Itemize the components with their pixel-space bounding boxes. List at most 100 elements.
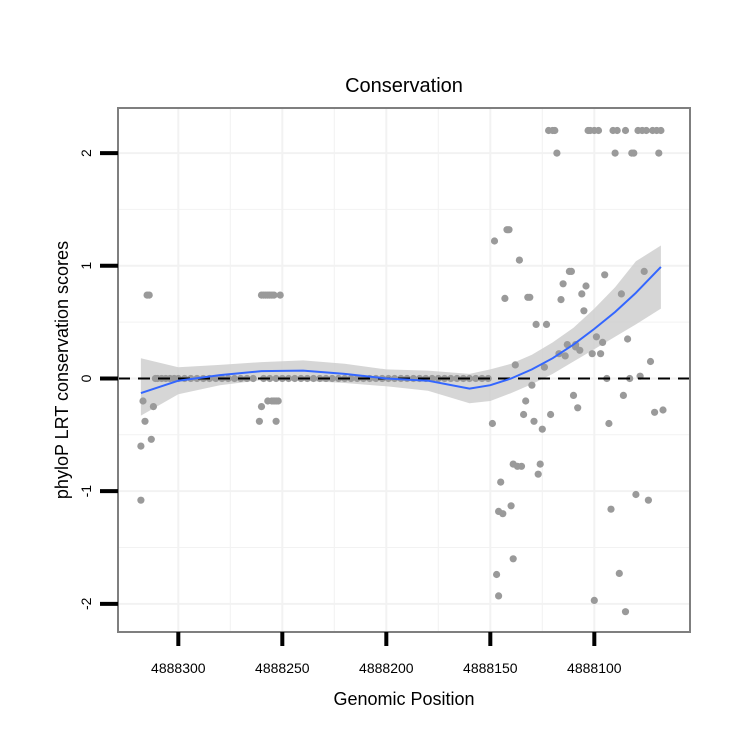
data-point (607, 505, 615, 513)
chart-title: Conservation (345, 75, 463, 97)
data-point (621, 126, 630, 135)
data-point (530, 417, 538, 425)
data-point (624, 335, 632, 343)
data-point (272, 374, 280, 383)
data-point (137, 442, 145, 450)
data-point (274, 397, 282, 405)
data-point (594, 126, 603, 135)
data-point (447, 374, 455, 383)
data-point (561, 352, 569, 360)
x-tick-label: 4888150 (463, 660, 518, 676)
y-tick-label: 0 (78, 374, 94, 382)
data-point (499, 510, 507, 518)
data-point (534, 470, 542, 478)
data-point (551, 126, 559, 135)
data-point (147, 435, 155, 443)
data-point (557, 296, 565, 304)
data-point (276, 291, 284, 299)
data-point (613, 126, 621, 135)
data-point (659, 406, 667, 414)
data-point (249, 374, 257, 383)
data-point (597, 350, 605, 358)
x-axis-label: Genomic Position (333, 689, 474, 709)
data-point (576, 346, 584, 354)
data-point (611, 149, 619, 157)
data-point (655, 149, 663, 157)
x-axis: 4888300 4888250 4888200 4888150 4888100 (151, 632, 622, 676)
data-point (497, 478, 505, 486)
data-point (605, 419, 613, 428)
data-point (347, 374, 355, 383)
y-axis: -2 -1 0 1 2 (78, 149, 118, 610)
data-point (291, 374, 299, 383)
data-point (353, 374, 361, 383)
data-point (505, 226, 513, 234)
data-point (547, 410, 555, 419)
data-point (569, 391, 578, 399)
data-point (515, 256, 524, 264)
data-point (601, 271, 609, 279)
data-point (328, 374, 336, 383)
data-point (272, 417, 280, 425)
data-point (617, 290, 626, 298)
data-point (615, 569, 623, 578)
data-point (538, 425, 546, 433)
data-point (567, 267, 576, 275)
data-point (644, 496, 653, 504)
data-point (493, 570, 501, 579)
x-tick-label: 4888250 (255, 660, 310, 676)
y-tick-label: 2 (78, 149, 94, 157)
data-point (642, 126, 650, 135)
x-tick-label: 4888100 (567, 660, 622, 676)
data-point (141, 417, 149, 425)
data-point (542, 320, 551, 328)
data-point (657, 126, 665, 135)
data-point (495, 592, 503, 600)
data-point (139, 397, 147, 405)
data-point (630, 149, 638, 157)
data-point (522, 397, 530, 405)
data-point (507, 502, 515, 510)
panel-frame (117, 107, 691, 633)
data-point (517, 462, 526, 470)
data-point (509, 555, 517, 563)
x-tick-label: 4888200 (359, 660, 414, 676)
y-axis-label: phyloP LRT conservation scores (52, 241, 72, 499)
data-point (559, 280, 567, 288)
data-point (574, 404, 582, 412)
data-point (632, 490, 640, 499)
data-point (145, 291, 153, 299)
data-point (526, 293, 534, 301)
y-tick-label: 1 (78, 262, 94, 270)
data-point (592, 333, 601, 341)
x-tick-label: 4888300 (151, 660, 206, 676)
data-point (472, 374, 480, 383)
data-point (646, 357, 655, 366)
data-point (578, 290, 586, 298)
data-point (488, 419, 496, 428)
data-point (582, 282, 590, 290)
data-point (490, 237, 499, 245)
data-point (536, 460, 544, 468)
data-point (257, 403, 266, 411)
data-point (453, 374, 461, 383)
data-point (590, 596, 598, 605)
plot-panel (117, 107, 691, 633)
data-point (528, 381, 536, 389)
data-point (532, 320, 540, 328)
y-tick-label: -2 (78, 597, 94, 610)
data-point (501, 294, 509, 302)
smooth-trend-line (140, 266, 662, 395)
data-point (520, 410, 528, 419)
data-point (230, 374, 239, 383)
data-point (309, 374, 318, 383)
y-tick-label: -1 (78, 485, 94, 498)
data-point (553, 149, 561, 157)
data-point (619, 391, 628, 399)
confidence-ribbon (140, 245, 661, 416)
data-point (640, 267, 648, 275)
data-point (580, 307, 588, 315)
data-point (511, 361, 519, 369)
data-point (270, 291, 278, 299)
